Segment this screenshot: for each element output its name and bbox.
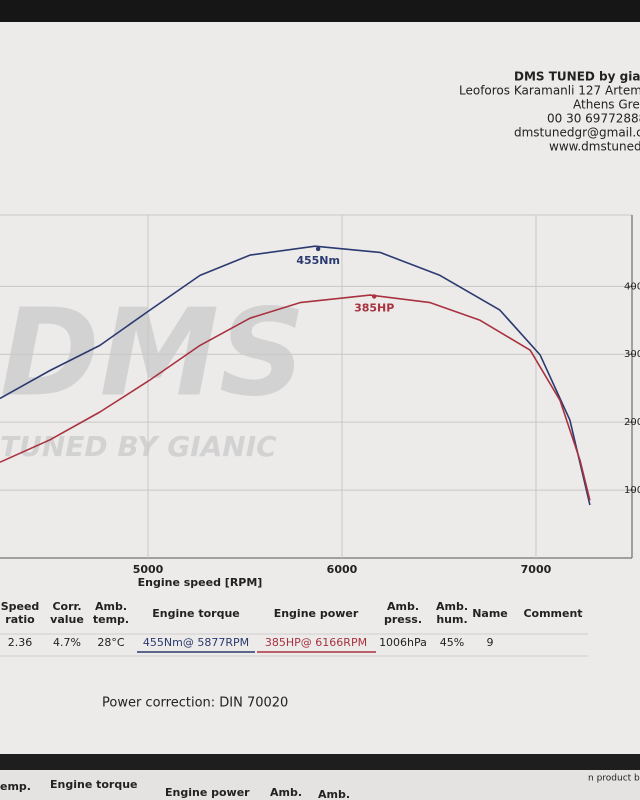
power-correction: Power correction: DIN 70020 xyxy=(102,696,288,711)
column-header: Comment xyxy=(523,607,582,620)
table-cell: 2.36 xyxy=(8,636,33,649)
column-header: hum. xyxy=(436,613,467,626)
header-line: dmstunedgr@gmail.co xyxy=(514,126,640,140)
x-tick-label: 5000 xyxy=(133,563,164,576)
y-tick-label: 400 xyxy=(624,281,640,292)
lower-text: n product bo xyxy=(588,774,640,784)
header-line: 00 30 69772888 xyxy=(547,112,640,126)
chart: 5000 6000 7000 Engine speed [RPM] 100 200 300 4… xyxy=(0,214,640,589)
peak-marker xyxy=(371,294,377,299)
watermark: DMS TUNED BY GIANIC xyxy=(0,285,305,463)
curve xyxy=(0,245,591,506)
lower-text: Amb. xyxy=(318,788,350,800)
x-tick-label: 6000 xyxy=(327,563,358,576)
table-cell: 385HP@ 6166RPM xyxy=(265,636,367,649)
column-header: Speed xyxy=(1,600,40,613)
header-line: DMS TUNED by gia xyxy=(514,70,640,84)
watermark-tagline: TUNED BY GIANIC xyxy=(0,430,277,463)
peak-marker xyxy=(315,246,321,252)
column-header: Engine power xyxy=(274,607,359,620)
header-line: Athens Gre xyxy=(573,98,640,112)
lower-sheet xyxy=(0,770,640,800)
header-line: www.dmstuned xyxy=(549,140,640,154)
peak-label: 385HP xyxy=(354,302,394,315)
column-header: Corr. xyxy=(52,600,81,613)
column-header: temp. xyxy=(93,613,129,626)
column-header: value xyxy=(50,613,84,626)
curve xyxy=(0,294,591,501)
table-cell: 1006hPa xyxy=(379,636,427,649)
column-header: Amb. xyxy=(387,600,419,613)
table-cell: 4.7% xyxy=(53,636,81,649)
lower-text: Engine power xyxy=(165,786,250,799)
x-tick-label: 7000 xyxy=(521,563,552,576)
table-cell: 455Nm@ 5877RPM xyxy=(143,636,249,649)
column-header: press. xyxy=(384,613,422,626)
sheet xyxy=(0,22,640,754)
lower-text: Engine torque xyxy=(50,778,138,791)
lower-text: emp. xyxy=(0,780,31,793)
y-tick-label: 100 xyxy=(624,485,640,496)
lower-text: Amb. xyxy=(270,786,302,799)
y-tick-label: 300 xyxy=(624,349,640,360)
sheet-gap xyxy=(0,754,640,770)
column-header: Amb. xyxy=(436,600,468,613)
peak-label: 455Nm xyxy=(296,254,340,267)
table-cell: 28°C xyxy=(97,636,124,649)
lower-sheet-text: emp. Engine torque Engine power Amb. Amb. n p… xyxy=(0,774,640,800)
y-tick-label: 200 xyxy=(624,417,640,428)
table-cell: 45% xyxy=(440,636,464,649)
column-header: Amb. xyxy=(95,600,127,613)
column-header: Engine torque xyxy=(152,607,240,620)
header-line: Leoforos Karamanli 127 Artem xyxy=(459,84,640,98)
table-cell: 9 xyxy=(487,636,494,649)
x-axis-label: Engine speed [RPM] xyxy=(138,576,263,589)
column-header: ratio xyxy=(5,613,35,626)
top-edge xyxy=(0,0,640,22)
column-header: Name xyxy=(472,607,508,620)
